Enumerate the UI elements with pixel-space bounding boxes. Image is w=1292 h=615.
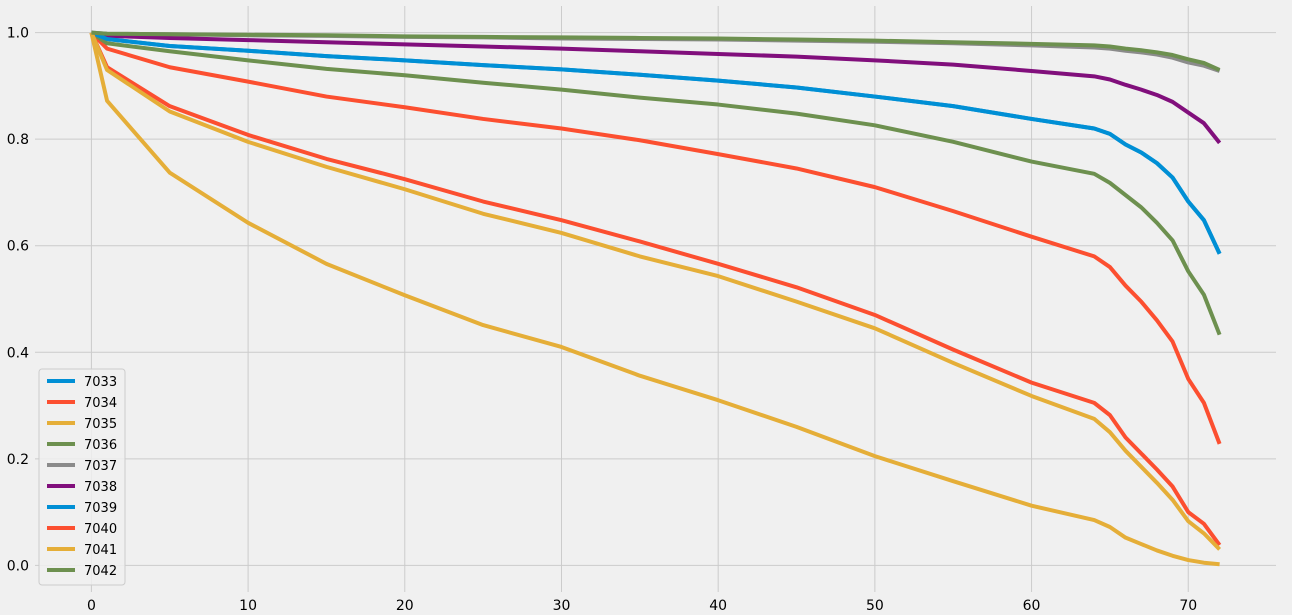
plot-area — [35, 6, 1276, 592]
y-tick-label: 0.4 — [7, 345, 29, 361]
series-line-7036 — [90, 30, 1222, 336]
series-line-7039 — [90, 30, 1222, 255]
legend-label-7039: 7039 — [84, 501, 117, 516]
grid — [35, 6, 1276, 592]
legend-label-7040: 7040 — [84, 522, 117, 537]
legend-label-7036: 7036 — [84, 438, 117, 453]
x-tick-label: 60 — [1023, 598, 1041, 614]
series-line-7034 — [89, 31, 1222, 445]
legend-label-7033: 7033 — [84, 375, 117, 390]
series-line-7040 — [89, 31, 1222, 547]
x-tick-label: 40 — [709, 598, 727, 614]
legend-label-7037: 7037 — [84, 459, 117, 474]
y-tick-label: 0.8 — [7, 132, 29, 148]
legend-label-7041: 7041 — [84, 543, 117, 558]
y-tick-label: 1.0 — [7, 26, 29, 42]
x-tick-label: 70 — [1179, 598, 1197, 614]
legend-label-7042: 7042 — [84, 564, 117, 579]
x-tick-label: 0 — [87, 598, 96, 614]
series-line-7042 — [91, 30, 1221, 72]
legend-label-7038: 7038 — [84, 480, 117, 495]
y-tick-label: 0.2 — [7, 452, 29, 468]
series-lines — [89, 30, 1222, 567]
x-tick-label: 20 — [396, 598, 414, 614]
legend-label-7035: 7035 — [84, 417, 117, 432]
axis-ticks: 0 10 20 30 40 50 60 70 0.0 0.2 0.4 0.6 0.8 1.0 — [7, 26, 1197, 614]
y-tick-label: 0.6 — [7, 239, 29, 255]
x-tick-label: 50 — [866, 598, 884, 614]
series-line-7041 — [89, 31, 1222, 551]
legend-label-7034: 7034 — [84, 396, 117, 411]
x-tick-label: 30 — [553, 598, 571, 614]
series-line-7038 — [91, 30, 1222, 145]
x-tick-label: 10 — [239, 598, 257, 614]
legend: 7033 7034 7035 7036 7037 7038 7039 7040 7041 7042 — [38, 368, 126, 586]
series-line-7035 — [89, 32, 1220, 567]
y-tick-label: 0.0 — [7, 558, 29, 574]
